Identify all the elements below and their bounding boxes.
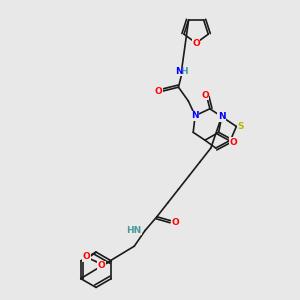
Text: O: O: [82, 253, 90, 262]
Text: N: N: [218, 112, 226, 121]
Text: N: N: [191, 111, 199, 120]
Text: O: O: [192, 38, 200, 47]
Text: N: N: [175, 67, 182, 76]
Text: S: S: [237, 122, 244, 131]
Text: O: O: [98, 261, 105, 270]
Text: O: O: [155, 87, 163, 96]
Text: H: H: [181, 67, 188, 76]
Text: O: O: [230, 138, 237, 147]
Text: O: O: [172, 218, 179, 227]
Text: HN: HN: [126, 226, 141, 235]
Text: O: O: [201, 91, 209, 100]
